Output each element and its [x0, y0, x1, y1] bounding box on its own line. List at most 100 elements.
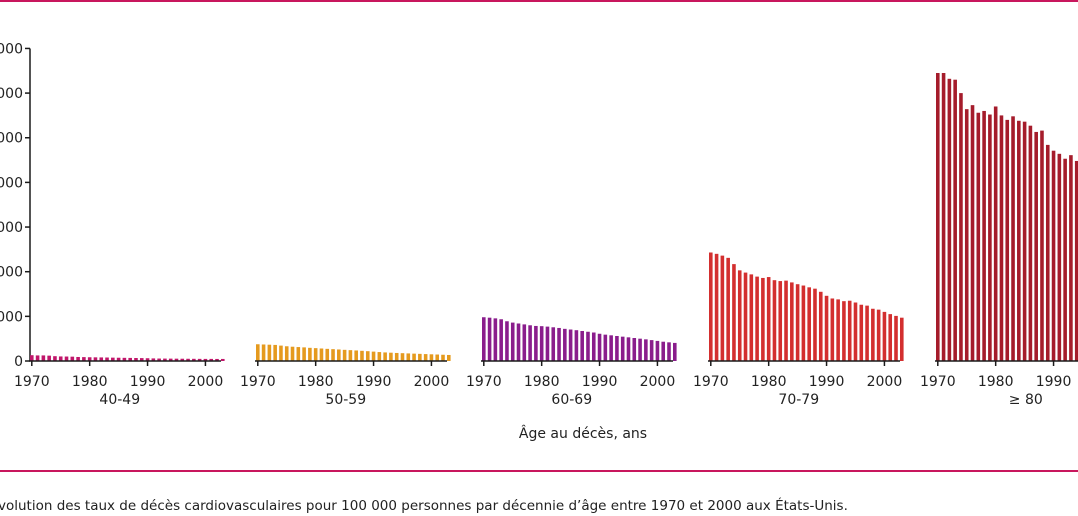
bar [174, 358, 179, 361]
bar [847, 300, 852, 361]
bar [714, 253, 719, 361]
bar [163, 358, 167, 361]
bar [482, 317, 486, 361]
bar [609, 335, 613, 361]
bar [615, 335, 619, 361]
y-tick-label: 000 [0, 131, 23, 147]
bar [720, 255, 725, 361]
bar [632, 338, 637, 361]
bar [761, 277, 765, 361]
x-axis-1: 1970 1980 1990 2000 50-59 [240, 360, 449, 408]
bar [377, 352, 382, 361]
bar [180, 358, 185, 361]
bottom-rule [0, 470, 1078, 472]
bar [209, 358, 214, 361]
bar [597, 333, 602, 361]
bar [308, 347, 312, 361]
bar [620, 336, 625, 361]
bar [134, 358, 138, 361]
bar [215, 358, 219, 361]
x-axis-3: 1970 1980 1990 2000 70-79 [693, 360, 903, 408]
bar [505, 321, 509, 361]
x-tick-label: 1980 [978, 374, 1014, 390]
age-group-label: 70-79 [778, 392, 819, 408]
bar [487, 317, 492, 361]
bar [221, 358, 225, 361]
y-tick-label: 0 [14, 354, 23, 370]
bar [360, 350, 364, 361]
bar [824, 295, 829, 361]
bar [568, 329, 573, 361]
bar [412, 353, 416, 361]
bar [545, 326, 550, 361]
bar [936, 73, 940, 361]
bar [737, 270, 742, 361]
bars [30, 73, 1078, 362]
x-axis-2: 1970 1980 1990 2000 60-69 [466, 360, 676, 408]
bar [267, 344, 272, 361]
bar [87, 357, 92, 361]
x-tick-label: 1990 [809, 374, 845, 390]
bar [732, 264, 736, 361]
y-tick-label: 000 [0, 175, 23, 191]
bar [47, 355, 51, 361]
bar [157, 358, 161, 361]
bar-group-2 [482, 317, 677, 361]
bar [342, 349, 347, 361]
bar [284, 346, 289, 361]
bar [947, 78, 952, 361]
bar [41, 355, 46, 361]
bar [709, 252, 713, 361]
bar [871, 308, 875, 361]
bar [365, 351, 370, 361]
bar [273, 344, 277, 361]
bar [394, 352, 399, 361]
bar [726, 257, 730, 361]
x-tick-label: 1980 [751, 374, 787, 390]
bar [580, 330, 584, 361]
y-tick-label: 000 [0, 220, 23, 236]
x-tick-label: 2000 [640, 374, 676, 390]
bar [145, 358, 150, 361]
bar [976, 112, 981, 361]
x-tick-label: 2000 [188, 374, 224, 390]
bar [447, 354, 451, 361]
bar [1063, 158, 1067, 361]
figure-caption: volution des taux de décès cardiovascula… [0, 498, 848, 514]
bar [667, 342, 671, 361]
bar [168, 358, 173, 361]
top-rule [0, 0, 1078, 2]
bar [1074, 160, 1078, 361]
x-tick-label: 2000 [867, 374, 903, 390]
bar [755, 276, 759, 361]
bar [784, 280, 788, 361]
bar [522, 324, 527, 361]
bar [1034, 131, 1038, 361]
bar [557, 327, 561, 361]
x-tick-label: 1990 [130, 374, 166, 390]
x-axis-0: 1970 1980 1990 2000 40-49 [14, 360, 224, 408]
bar [743, 272, 748, 361]
bar [795, 284, 800, 361]
bar [882, 311, 887, 361]
bar [290, 346, 295, 361]
bar [551, 327, 556, 361]
bar [1022, 121, 1027, 361]
bar [1011, 116, 1015, 361]
bar [256, 344, 260, 361]
bar [64, 356, 69, 361]
bar [197, 358, 202, 361]
bar [830, 298, 835, 361]
bar [801, 285, 806, 361]
bar [499, 319, 503, 361]
bar [1017, 120, 1021, 362]
bar [853, 302, 858, 361]
bar [516, 323, 521, 361]
bar [999, 115, 1004, 361]
x-tick-label: 1990 [356, 374, 392, 390]
bar [423, 354, 428, 361]
bar [1045, 144, 1050, 361]
bar [772, 280, 777, 361]
bar [418, 353, 422, 361]
